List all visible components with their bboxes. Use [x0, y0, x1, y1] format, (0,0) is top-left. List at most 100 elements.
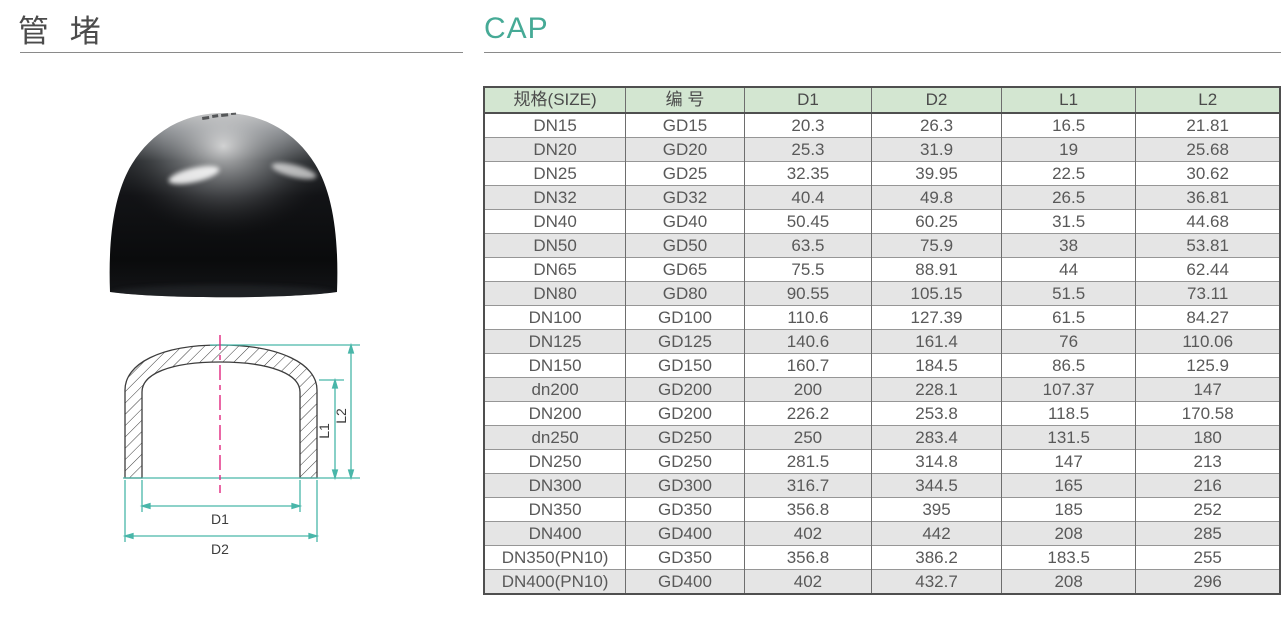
table-cell: 30.62: [1135, 161, 1281, 186]
table-cell: 216: [1135, 473, 1281, 498]
table-cell: 62.44: [1135, 257, 1281, 282]
table-cell: GD400: [625, 521, 745, 546]
table-row: DN300 GD300 316.7 344.5 165 216: [483, 473, 1281, 498]
table-cell: 22.5: [1000, 161, 1137, 186]
page-title-cn: 管 堵: [18, 14, 107, 49]
cap-photo-svg: [109, 112, 338, 298]
table-row: DN32 GD32 40.4 49.8 26.5 36.81: [483, 185, 1281, 210]
table-cell: 213: [1135, 449, 1281, 474]
table-cell: GD80: [625, 281, 745, 306]
table-row: DN100 GD100 110.6 127.39 61.5 84.27: [483, 305, 1281, 330]
table-cell: 283.4: [871, 425, 1002, 450]
col-header-size: 规格(SIZE): [483, 86, 627, 114]
cap-highlight-right: [271, 162, 317, 180]
cap-photo: [98, 88, 348, 303]
table-cell: 183.5: [1000, 545, 1137, 570]
table-cell: 281.5: [743, 449, 873, 474]
title-en-underline: [484, 52, 1281, 53]
table-row: DN50 GD50 63.5 75.9 38 53.81: [483, 233, 1281, 258]
table-cell: DN350: [483, 497, 627, 522]
cap-mold-marks: [202, 112, 237, 120]
table-cell: 184.5: [871, 353, 1002, 378]
table-cell: 73.11: [1135, 281, 1281, 306]
table-cell: GD40: [625, 209, 745, 234]
table-row: DN400 GD400 402 442 208 285: [483, 521, 1281, 546]
table-cell: 84.27: [1135, 305, 1281, 330]
table-cell: 75.9: [871, 233, 1002, 258]
table-row: DN400(PN10) GD400 402 432.7 208 296: [483, 569, 1281, 594]
table-cell: DN400: [483, 521, 627, 546]
cap-highlight-left: [168, 166, 220, 184]
table-row: dn200 GD200 200 228.1 107.37 147: [483, 377, 1281, 402]
table-cell: 63.5: [743, 233, 873, 258]
table-cell: dn250: [483, 425, 627, 450]
table-cell: 25.3: [743, 137, 873, 162]
title-cn-underline: [20, 52, 463, 53]
table-cell: GD25: [625, 161, 745, 186]
table-cell: 356.8: [743, 545, 873, 570]
cap-drawing: D1 D2 L1 L2: [98, 328, 388, 583]
table-cell: 88.91: [871, 257, 1002, 282]
table-cell: GD65: [625, 257, 745, 282]
table-row: DN200 GD200 226.2 253.8 118.5 170.58: [483, 401, 1281, 426]
table-cell: 127.39: [871, 305, 1002, 330]
table-cell: DN40: [483, 209, 627, 234]
table-cell: 442: [871, 521, 1002, 546]
table-row: DN80 GD80 90.55 105.15 51.5 73.11: [483, 281, 1281, 306]
table-cell: 39.95: [871, 161, 1002, 186]
table-cell: DN400(PN10): [483, 569, 627, 594]
table-cell: 160.7: [743, 353, 873, 378]
table-cell: 356.8: [743, 497, 873, 522]
table-cell: 147: [1135, 377, 1281, 402]
table-cell: 51.5: [1000, 281, 1137, 306]
table-row: DN65 GD65 75.5 88.91 44 62.44: [483, 257, 1281, 282]
table-row: DN20 GD20 25.3 31.9 19 25.68: [483, 137, 1281, 162]
table-cell: DN20: [483, 137, 627, 162]
table-cell: GD250: [625, 425, 745, 450]
size-table: 规格(SIZE) 编 号 D1 D2 L1 L2 DN15 GD15 20.3 26.…: [483, 86, 1281, 595]
table-cell: 316.7: [743, 473, 873, 498]
table-row: DN40 GD40 50.45 60.25 31.5 44.68: [483, 209, 1281, 234]
label-l2: L2: [333, 408, 349, 424]
table-row: DN250 GD250 281.5 314.8 147 213: [483, 449, 1281, 474]
table-cell: 90.55: [743, 281, 873, 306]
label-l1: L1: [316, 423, 332, 439]
table-cell: 208: [1000, 521, 1137, 546]
table-cell: 32.35: [743, 161, 873, 186]
table-cell: 296: [1135, 569, 1281, 594]
size-table-body: DN15 GD15 20.3 26.3 16.5 21.81 DN20 GD20 25.3 31.…: [483, 112, 1281, 594]
table-cell: DN150: [483, 353, 627, 378]
table-cell: 165: [1000, 473, 1137, 498]
table-cell: 110.06: [1135, 329, 1281, 354]
table-cell: 53.81: [1135, 233, 1281, 258]
table-cell: 19: [1000, 137, 1137, 162]
table-cell: GD200: [625, 401, 745, 426]
table-cell: GD250: [625, 449, 745, 474]
cap-drawing-svg: D1 D2 L1 L2: [122, 335, 360, 557]
table-cell: DN50: [483, 233, 627, 258]
table-cell: 26.5: [1000, 185, 1137, 210]
table-cell: 255: [1135, 545, 1281, 570]
table-cell: 208: [1000, 569, 1137, 594]
table-row: DN125 GD125 140.6 161.4 76 110.06: [483, 329, 1281, 354]
table-cell: 402: [743, 569, 873, 594]
table-cell: 118.5: [1000, 401, 1137, 426]
table-cell: DN250: [483, 449, 627, 474]
table-cell: 44.68: [1135, 209, 1281, 234]
table-cell: 185: [1000, 497, 1137, 522]
table-cell: GD20: [625, 137, 745, 162]
table-cell: GD350: [625, 545, 745, 570]
col-header-l2: L2: [1135, 86, 1281, 114]
table-cell: 21.81: [1135, 112, 1281, 138]
col-header-l1: L1: [1000, 86, 1137, 114]
table-cell: 31.5: [1000, 209, 1137, 234]
table-cell: 107.37: [1000, 377, 1137, 402]
table-cell: 228.1: [871, 377, 1002, 402]
table-cell: DN125: [483, 329, 627, 354]
table-cell: 105.15: [871, 281, 1002, 306]
table-cell: 20.3: [743, 112, 873, 138]
table-cell: 402: [743, 521, 873, 546]
table-row: DN150 GD150 160.7 184.5 86.5 125.9: [483, 353, 1281, 378]
table-cell: GD150: [625, 353, 745, 378]
table-cell: 432.7: [871, 569, 1002, 594]
